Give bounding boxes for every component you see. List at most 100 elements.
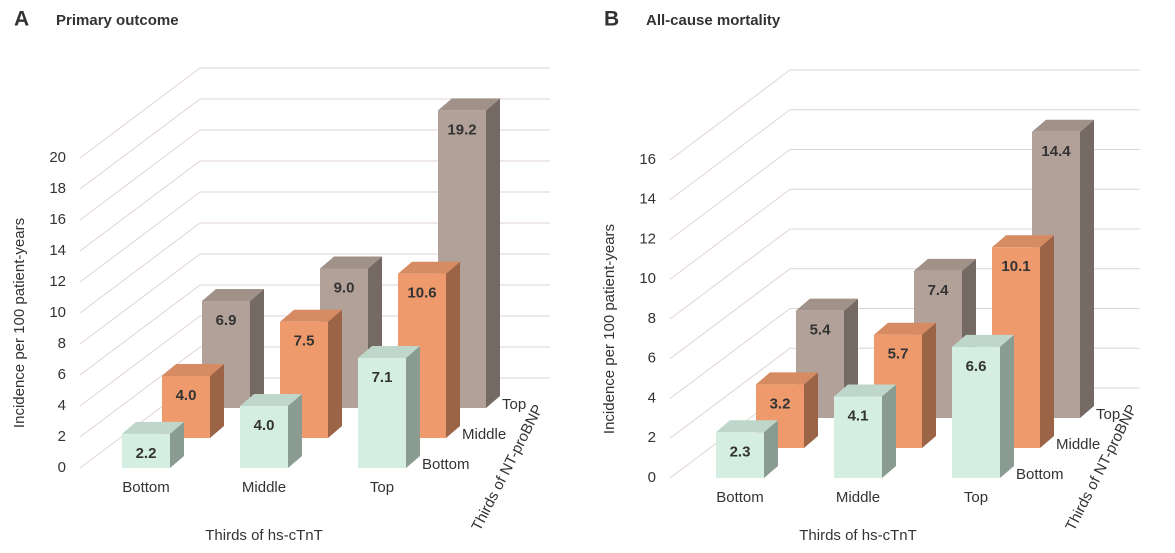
y-tick-label: 6 (58, 366, 66, 383)
y-tick-label: 8 (58, 335, 66, 352)
grid-line (669, 149, 791, 240)
x-axis-title: Thirds of hs-cTnT (799, 527, 917, 544)
y-axis-title: Incidence per 100 patient-years (11, 218, 28, 428)
bar (952, 346, 1000, 478)
value-label: 4.0 (254, 417, 275, 434)
y-tick-label: 16 (49, 211, 66, 228)
bar (122, 433, 170, 468)
grid-line (669, 347, 791, 439)
depth-label: Top (1096, 406, 1120, 423)
z-axis-title: Thirds of NT-proBNP (468, 402, 546, 534)
value-label: 7.5 (294, 333, 315, 350)
y-tick-label: 2 (648, 429, 656, 446)
y-tick-label: 0 (58, 459, 66, 476)
x-tick-label: Middle (242, 479, 286, 496)
value-label: 6.6 (966, 358, 987, 375)
value-label: 6.9 (216, 312, 237, 329)
grid-line (79, 315, 201, 407)
bar-top (320, 256, 382, 269)
grid-line (669, 268, 791, 360)
bar-side (328, 309, 342, 438)
bar (240, 406, 288, 468)
bar-side (170, 421, 184, 468)
grid-line (79, 346, 201, 438)
bar-top (122, 421, 184, 434)
panel-letter: B (604, 8, 619, 31)
y-tick-label: 8 (648, 310, 656, 327)
y-tick-label: 14 (639, 191, 656, 208)
bar (358, 357, 406, 468)
y-tick-label: 0 (648, 469, 656, 486)
bar-side (486, 98, 500, 409)
grid-line (669, 188, 791, 280)
y-tick-label: 4 (58, 397, 66, 414)
x-tick-label: Bottom (716, 489, 764, 506)
y-tick-label: 10 (49, 304, 66, 321)
bar-side (1040, 235, 1054, 448)
bar-top (280, 309, 342, 322)
value-label: 5.4 (810, 322, 832, 339)
panel-title: Primary outcome (56, 12, 179, 29)
bar-side (804, 372, 818, 448)
bar-side (288, 394, 302, 468)
panel-letter: A (14, 8, 29, 31)
bar-top (796, 298, 858, 311)
grid-line (79, 129, 201, 221)
bar-top (398, 261, 460, 274)
bar-top (716, 420, 778, 433)
value-label: 7.1 (372, 369, 393, 386)
grid-line (79, 253, 201, 345)
x-tick-label: Bottom (122, 479, 170, 496)
grid-line (79, 222, 201, 314)
y-tick-label: 2 (58, 428, 66, 445)
value-label: 9.0 (334, 279, 355, 296)
value-label: 4.0 (176, 387, 197, 404)
bar-top (834, 384, 896, 397)
bar-top (162, 364, 224, 376)
grid-line (669, 109, 791, 201)
bar-top (874, 322, 936, 335)
value-label: 3.2 (770, 395, 791, 412)
bar-top (1032, 119, 1094, 132)
x-tick-label: Top (370, 479, 394, 496)
grid-line (669, 308, 791, 399)
value-label: 2.2 (136, 445, 157, 462)
value-label: 10.6 (407, 285, 436, 302)
y-tick-label: 16 (639, 151, 656, 168)
depth-label: Bottom (1016, 466, 1064, 483)
bar-top (992, 235, 1054, 248)
bar-top (952, 334, 1014, 347)
y-tick-label: 18 (49, 180, 66, 197)
value-label: 7.4 (928, 282, 950, 299)
bar-top (240, 394, 302, 406)
grid-line (79, 98, 201, 190)
bar-side (446, 261, 460, 438)
grid-line (669, 228, 791, 320)
y-tick-label: 10 (639, 270, 656, 287)
x-axis-title: Thirds of hs-cTnT (205, 527, 323, 544)
depth-label: Top (502, 396, 526, 413)
y-tick-label: 4 (648, 389, 656, 406)
value-label: 5.7 (888, 346, 909, 363)
y-tick-label: 12 (639, 230, 656, 247)
bar-top (914, 258, 976, 271)
bar-side (764, 420, 778, 478)
grid-line (79, 67, 201, 159)
value-label: 19.2 (447, 121, 476, 138)
grid-line (79, 191, 201, 283)
bar-side (406, 345, 420, 468)
bar-side (922, 322, 936, 448)
bar-top (358, 345, 420, 358)
bar-side (1080, 119, 1094, 419)
depth-label: Middle (462, 426, 506, 443)
y-tick-label: 12 (49, 273, 66, 290)
bar (834, 396, 882, 478)
value-label: 10.1 (1001, 258, 1030, 275)
x-tick-label: Top (964, 489, 988, 506)
bar-side (250, 289, 264, 408)
bar-side (882, 384, 896, 478)
value-label: 14.4 (1041, 143, 1071, 160)
y-tick-label: 14 (49, 242, 66, 259)
bar (716, 432, 764, 478)
